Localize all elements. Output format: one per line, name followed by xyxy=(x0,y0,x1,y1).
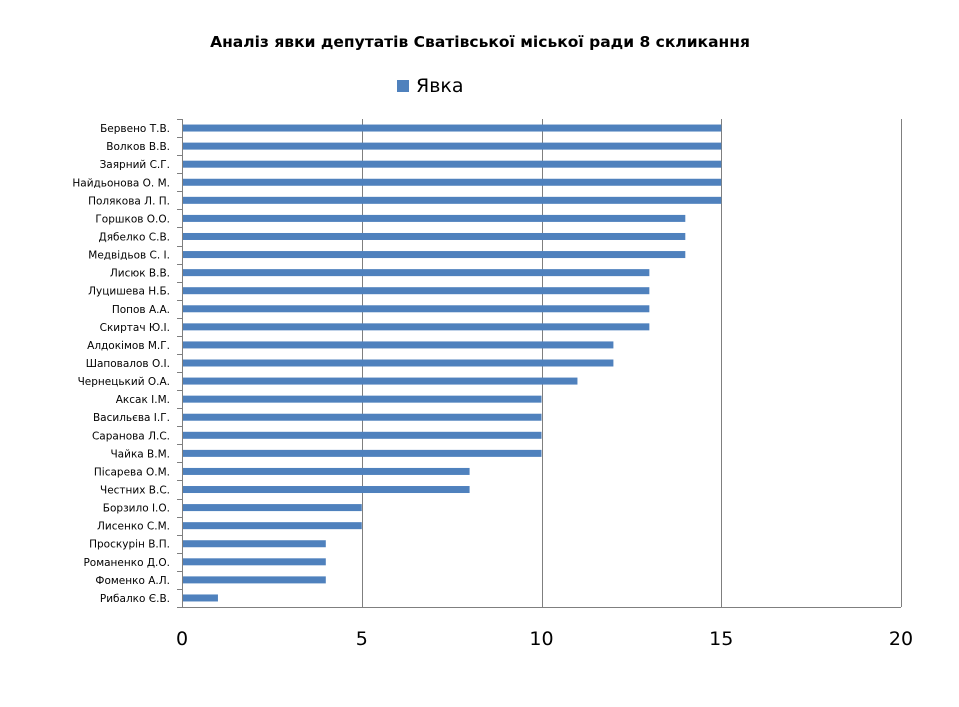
bar-1 xyxy=(183,124,722,132)
chart-title: Аналіз явки депутатів Сватівської місько… xyxy=(210,33,750,51)
bar-4 xyxy=(183,178,722,186)
category-label-16: Аксак І.М. xyxy=(116,394,170,406)
category-label-13: Алдокімов М.Г. xyxy=(87,340,170,352)
x-tick-label-0: 0 xyxy=(176,628,188,650)
category-label-26: Фоменко А.Л. xyxy=(95,575,170,587)
category-label-9: Лисюк В.В. xyxy=(110,268,170,280)
bar-6 xyxy=(183,214,686,222)
bar-22 xyxy=(183,504,362,512)
bar-15 xyxy=(183,377,578,385)
bar-8 xyxy=(183,251,686,259)
x-tick-label-5: 5 xyxy=(356,628,368,650)
category-label-23: Лисенко С.М. xyxy=(97,521,170,533)
x-tick-label-15: 15 xyxy=(709,628,733,650)
category-label-17: Васильєва І.Г. xyxy=(93,412,170,424)
bar-7 xyxy=(183,232,686,240)
category-label-2: Волков В.В. xyxy=(106,141,170,153)
category-label-5: Полякова Л. П. xyxy=(88,195,170,207)
legend: Явка xyxy=(397,75,464,97)
category-label-11: Попов А.А. xyxy=(112,304,170,316)
category-label-3: Заярний С.Г. xyxy=(100,159,170,171)
category-label-14: Шаповалов О.І. xyxy=(86,358,170,370)
axes xyxy=(177,119,901,608)
category-label-15: Чернецький О.А. xyxy=(78,376,170,388)
bar-23 xyxy=(183,522,362,530)
category-label-21: Честних В.С. xyxy=(100,485,170,497)
category-label-6: Горшков О.О. xyxy=(95,213,170,225)
category-label-1: Бервено Т.В. xyxy=(100,123,170,135)
legend-label-yavka: Явка xyxy=(416,75,464,97)
bar-21 xyxy=(183,486,470,494)
category-label-25: Романенко Д.О. xyxy=(83,557,170,569)
x-tick-label-20: 20 xyxy=(889,628,913,650)
bar-13 xyxy=(183,341,614,349)
bars xyxy=(183,124,722,602)
category-label-12: Скиртач Ю.І. xyxy=(100,322,170,334)
category-label-7: Дябелко С.В. xyxy=(99,231,170,243)
category-label-10: Луцишева Н.Б. xyxy=(88,286,170,298)
bar-11 xyxy=(183,305,650,313)
bar-5 xyxy=(183,196,722,204)
x-tick-labels: 0 5 10 15 20 xyxy=(176,628,913,650)
bar-26 xyxy=(183,576,326,584)
bar-18 xyxy=(183,431,542,439)
x-tick-label-10: 10 xyxy=(529,628,553,650)
bar-3 xyxy=(183,160,722,168)
category-label-24: Проскурін В.П. xyxy=(89,539,170,551)
category-label-27: Рибалко Є.В. xyxy=(100,593,170,605)
category-label-18: Саранова Л.С. xyxy=(92,430,170,442)
legend-swatch xyxy=(397,80,409,92)
bar-14 xyxy=(183,359,614,367)
bar-12 xyxy=(183,323,650,331)
category-label-8: Медвідьов С. І. xyxy=(88,250,170,262)
category-label-20: Пісарева О.М. xyxy=(94,466,170,478)
bar-19 xyxy=(183,449,542,457)
bar-9 xyxy=(183,269,650,277)
bar-24 xyxy=(183,540,326,548)
bar-20 xyxy=(183,467,470,475)
category-label-22: Борзило І.О. xyxy=(103,503,170,515)
category-label-19: Чайка В.М. xyxy=(110,448,170,460)
bar-27 xyxy=(183,594,218,602)
category-labels: Бервено Т.В. Волков В.В. Заярний С.Г. Найдь… xyxy=(72,123,170,605)
bar-17 xyxy=(183,413,542,421)
bar-10 xyxy=(183,287,650,295)
category-label-4: Найдьонова О. М. xyxy=(72,177,170,189)
bar-25 xyxy=(183,558,326,566)
bar-16 xyxy=(183,395,542,403)
bar-2 xyxy=(183,142,722,150)
